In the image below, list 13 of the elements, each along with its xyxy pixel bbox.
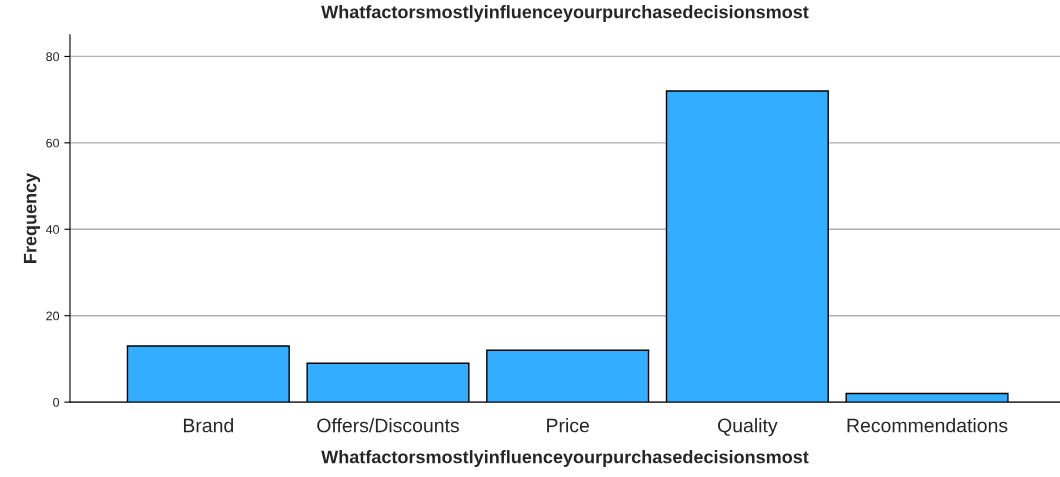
- x-tick-label: Brand: [183, 418, 234, 433]
- x-axis-title: Whatfactorsmostlyinfluenceyourpurchasedecisionsmost: [321, 450, 809, 467]
- y-tick-label: 40: [45, 225, 60, 234]
- x-tick-label: Recommendations: [847, 418, 1008, 433]
- y-tick-label: 20: [46, 311, 60, 321]
- x-tick-label: Price: [547, 418, 589, 433]
- x-tick-label: Quality: [718, 418, 778, 437]
- x-tick-label: Offers/Discounts: [317, 418, 459, 433]
- y-tick-label: 0: [53, 397, 60, 407]
- chart-title: Whatfactorsmostlyinfluenceyourpurchasedecisionsmost: [321, 5, 809, 22]
- y-tick-label: 80: [46, 52, 60, 62]
- y-tick-label: 60: [46, 138, 60, 148]
- y-axis-title: Frequency: [23, 172, 41, 263]
